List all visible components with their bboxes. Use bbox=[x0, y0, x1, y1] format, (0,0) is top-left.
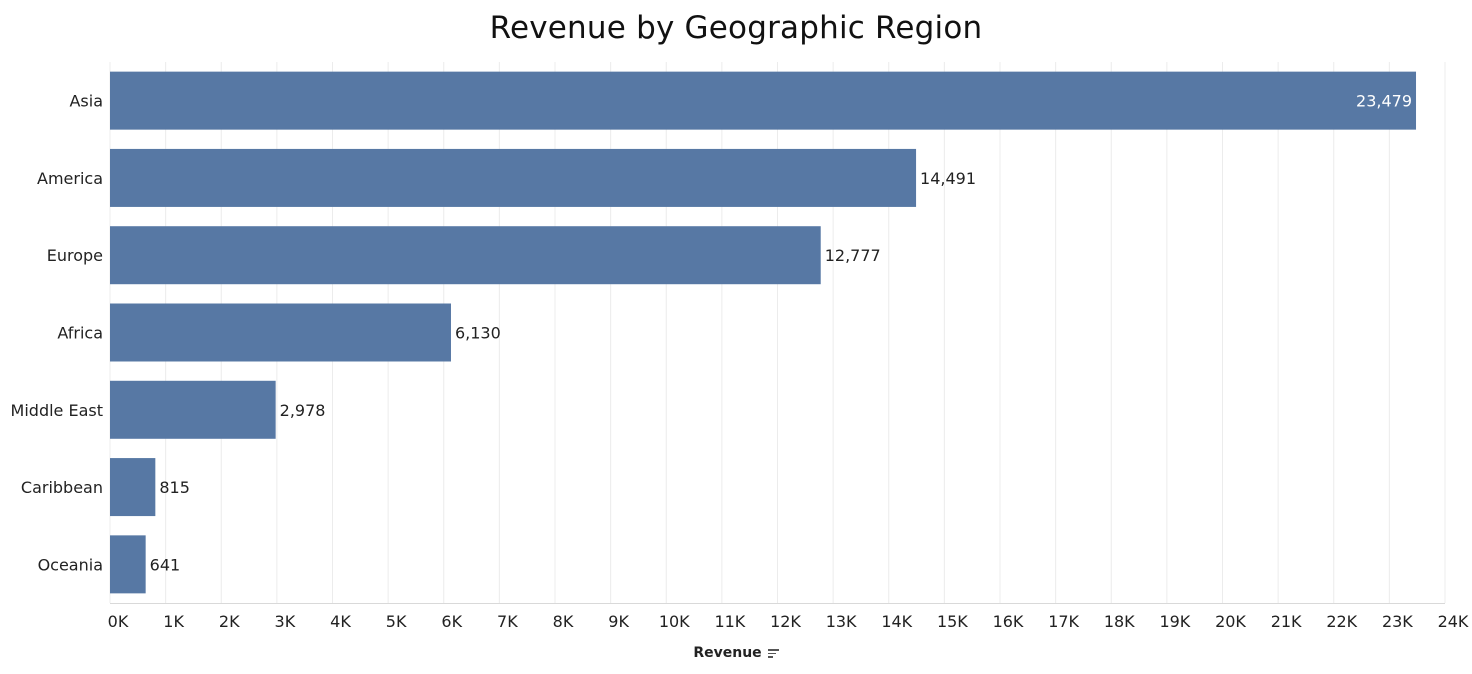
value-label: 2,978 bbox=[280, 401, 326, 420]
value-label: 12,777 bbox=[825, 246, 881, 265]
bar-africa[interactable] bbox=[110, 303, 451, 362]
x-tick-label: 9K bbox=[608, 612, 629, 631]
bar-oceania[interactable] bbox=[110, 535, 146, 594]
x-tick-label: 12K bbox=[770, 612, 801, 631]
x-tick-label: 4K bbox=[330, 612, 351, 631]
x-tick-label: 24K bbox=[1438, 612, 1469, 631]
x-tick-label: 5K bbox=[386, 612, 407, 631]
category-label: Caribbean bbox=[21, 478, 103, 497]
category-label: Oceania bbox=[38, 555, 103, 574]
category-label: Europe bbox=[47, 246, 103, 265]
x-tick-label: 17K bbox=[1048, 612, 1079, 631]
x-tick-label: 16K bbox=[993, 612, 1024, 631]
x-tick-label: 2K bbox=[219, 612, 240, 631]
category-labels: Asia America Europe Africa Middle East Caribb… bbox=[11, 92, 103, 575]
x-tick-label: 11K bbox=[714, 612, 745, 631]
category-label: Middle East bbox=[11, 401, 103, 420]
x-tick-label: 7K bbox=[497, 612, 518, 631]
x-axis-title-group: Revenue bbox=[0, 645, 1472, 661]
x-axis-title: Revenue bbox=[693, 645, 762, 661]
bar-middle-east[interactable] bbox=[110, 380, 276, 439]
value-label: 14,491 bbox=[920, 169, 976, 188]
sort-descending-icon[interactable] bbox=[767, 648, 779, 658]
x-tick-label: 20K bbox=[1215, 612, 1246, 631]
bar-asia[interactable] bbox=[110, 71, 1417, 130]
x-tick-label: 22K bbox=[1326, 612, 1357, 631]
x-tick-label: 13K bbox=[826, 612, 857, 631]
x-tick-label: 1K bbox=[163, 612, 184, 631]
x-tick-label: 21K bbox=[1271, 612, 1302, 631]
chart-title: Revenue by Geographic Region bbox=[489, 10, 983, 46]
x-tick-label: 18K bbox=[1104, 612, 1135, 631]
value-label: 6,130 bbox=[455, 324, 501, 343]
value-labels: 23,479 14,491 12,777 6,130 2,978 815 641 bbox=[150, 92, 1412, 575]
bars bbox=[110, 71, 1417, 594]
x-tick-label: 6K bbox=[441, 612, 462, 631]
x-tick-label: 8K bbox=[553, 612, 574, 631]
x-tick-label: 19K bbox=[1159, 612, 1190, 631]
category-label: Africa bbox=[57, 324, 103, 343]
category-label: America bbox=[37, 169, 103, 188]
x-tick-label: 3K bbox=[275, 612, 296, 631]
value-label: 641 bbox=[150, 555, 181, 574]
value-label: 815 bbox=[159, 478, 190, 497]
x-tick-label: 23K bbox=[1382, 612, 1413, 631]
value-label: 23,479 bbox=[1356, 92, 1412, 111]
x-tick-label: 0K bbox=[108, 612, 129, 631]
bar-america[interactable] bbox=[110, 148, 917, 207]
bar-caribbean[interactable] bbox=[110, 458, 156, 517]
x-tick-labels: 0K 1K 2K 3K 4K 5K 6K 7K 8K 9K 10K 11K 12K 13K 14K 15K 16… bbox=[108, 612, 1469, 631]
x-tick-label: 10K bbox=[659, 612, 690, 631]
category-label: Asia bbox=[69, 92, 103, 111]
bar-europe[interactable] bbox=[110, 226, 821, 285]
x-tick-label: 15K bbox=[937, 612, 968, 631]
x-tick-label: 14K bbox=[881, 612, 912, 631]
